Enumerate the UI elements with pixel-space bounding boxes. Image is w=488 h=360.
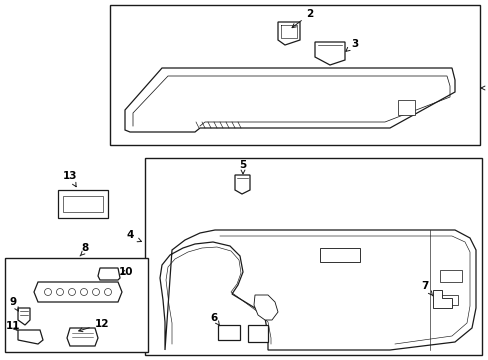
Polygon shape <box>125 68 454 132</box>
Text: 9: 9 <box>9 297 19 311</box>
Text: 3: 3 <box>345 39 358 51</box>
Polygon shape <box>247 325 267 342</box>
Polygon shape <box>63 196 103 212</box>
Bar <box>110 5 479 145</box>
Polygon shape <box>439 295 457 305</box>
Text: 8: 8 <box>81 243 88 253</box>
Text: 5: 5 <box>239 160 246 174</box>
Bar <box>145 158 481 355</box>
Polygon shape <box>432 290 451 308</box>
Polygon shape <box>34 282 122 302</box>
Polygon shape <box>58 190 108 218</box>
Polygon shape <box>67 328 98 346</box>
Polygon shape <box>218 325 240 340</box>
Polygon shape <box>397 100 414 115</box>
Text: 12: 12 <box>79 319 109 332</box>
Text: 4: 4 <box>126 230 133 240</box>
Polygon shape <box>98 268 120 280</box>
Text: 7: 7 <box>421 281 432 296</box>
Polygon shape <box>253 295 278 320</box>
Bar <box>5 258 148 352</box>
Polygon shape <box>18 330 43 344</box>
Polygon shape <box>235 175 249 194</box>
Text: 6: 6 <box>210 313 220 326</box>
Polygon shape <box>314 42 345 65</box>
Text: 2: 2 <box>291 9 313 28</box>
Text: 13: 13 <box>62 171 77 187</box>
Text: 11: 11 <box>6 321 20 331</box>
Polygon shape <box>278 22 299 45</box>
Polygon shape <box>319 248 359 262</box>
Polygon shape <box>18 308 30 325</box>
Text: 1: 1 <box>486 83 488 93</box>
Polygon shape <box>439 270 461 282</box>
Text: 10: 10 <box>119 267 133 277</box>
Polygon shape <box>160 230 475 350</box>
